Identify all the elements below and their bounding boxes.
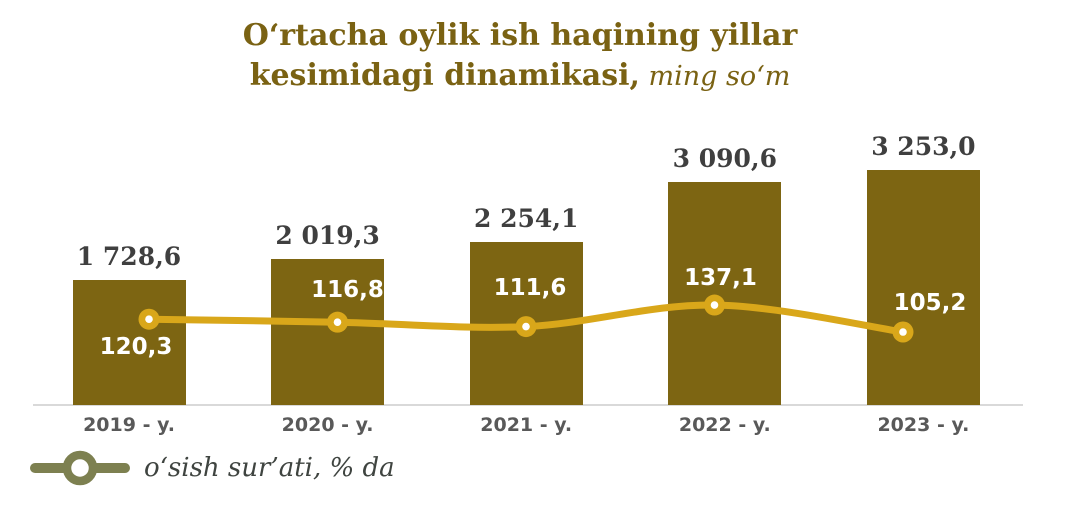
bar-value-label: 1 728,6 [76, 242, 182, 272]
growth-value-label: 120,3 [99, 334, 173, 361]
chart-title-line2: kesimidagi dinamikasi, ming so‘m [0, 56, 1040, 97]
growth-value-label: 116,8 [311, 277, 384, 304]
line-marker-center [899, 328, 907, 336]
bar [72, 280, 186, 405]
bar-value-label: 2 019,3 [275, 221, 380, 251]
x-axis-label: 2022 - y. [678, 414, 771, 436]
x-axis-label: 2021 - y. [480, 414, 573, 436]
x-axis-line [33, 404, 1023, 406]
x-axis-label: 2023 - y. [877, 414, 970, 436]
chart-title-line1: O‘rtacha oylik ish haqining yillar [242, 18, 798, 53]
growth-value-label: 137,1 [684, 265, 757, 291]
bar [866, 170, 980, 405]
legend-line-marker-icon [30, 450, 130, 486]
line-marker-center [333, 318, 342, 326]
growth-value-label: 111,6 [493, 274, 567, 301]
legend: o‘sish sur’ati, % da [28, 447, 395, 489]
growth-value-label: 105,2 [893, 290, 967, 316]
bar [271, 259, 385, 405]
bar-value-label: 3 090,6 [672, 143, 777, 173]
bar [668, 181, 782, 405]
bar-value-label: 2 254,1 [473, 204, 579, 234]
legend-label: o‘sish sur’ati, % da [144, 453, 395, 483]
chart-title: O‘rtacha oylik ish haqining yillar kesim… [0, 16, 1040, 97]
line-marker-center [145, 315, 153, 324]
bar-value-label: 3 253,0 [871, 132, 976, 162]
line-marker-center [710, 301, 719, 309]
line-marker-center [522, 322, 530, 331]
chart-title-units: ming so‘m [639, 61, 791, 92]
x-axis-label: 2019 - y. [83, 414, 175, 436]
chart-title-line2-bold: kesimidagi dinamikasi, [249, 58, 640, 93]
x-axis-label: 2020 - y. [281, 414, 374, 436]
